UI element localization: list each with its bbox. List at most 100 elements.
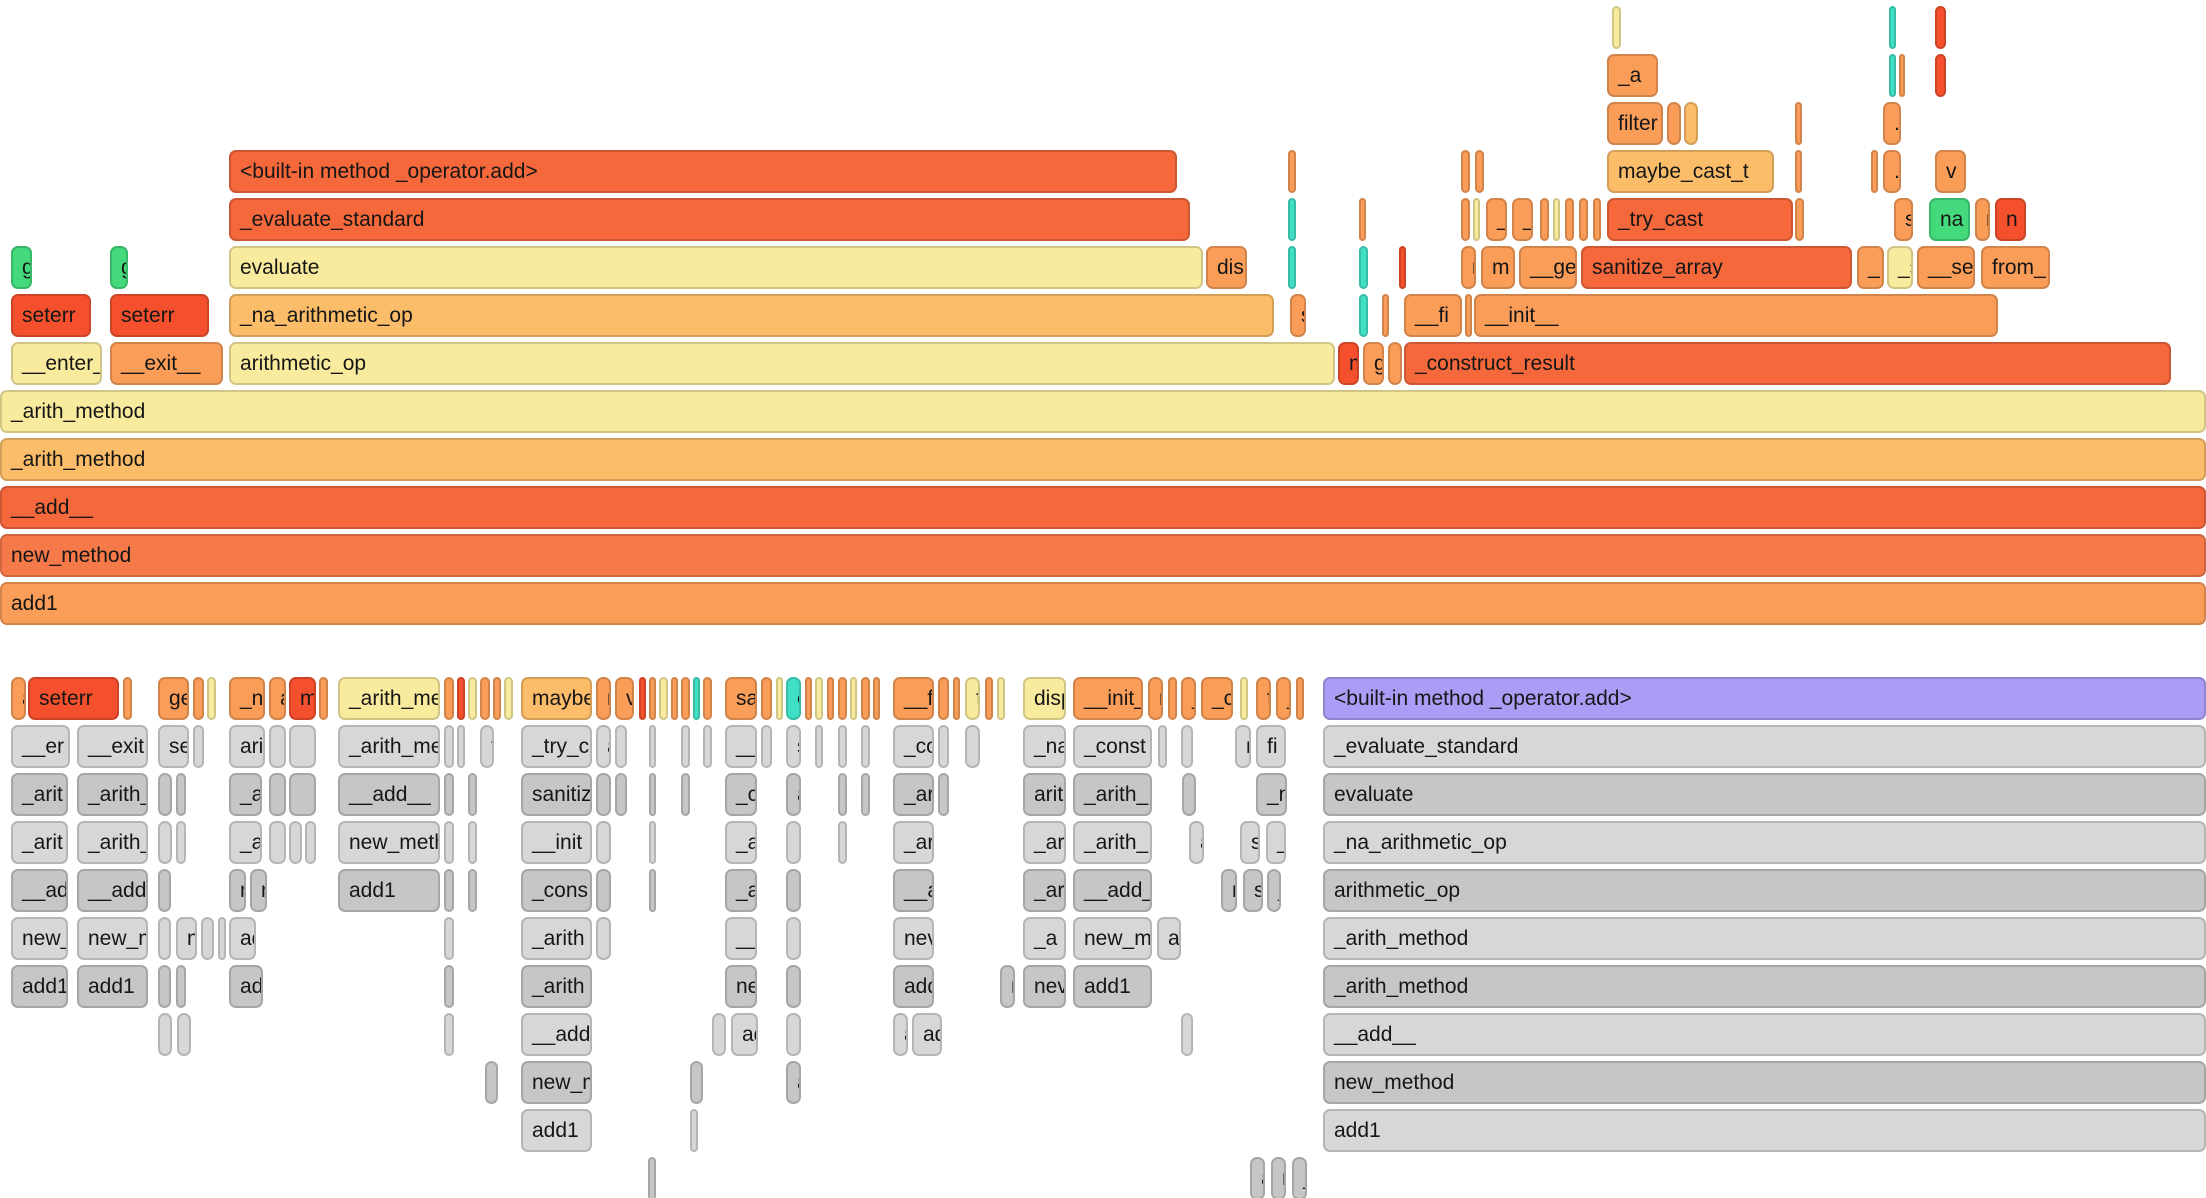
flame-frame[interactable]: a — [893, 1013, 908, 1056]
flame-frame[interactable]: _s — [1887, 246, 1913, 289]
flame-frame[interactable]: a — [269, 677, 286, 720]
flame-frame-sliver[interactable] — [1795, 198, 1804, 241]
flame-frame-sliver[interactable] — [850, 677, 857, 720]
flame-frame[interactable]: n — [1182, 773, 1196, 816]
flame-frame-sliver[interactable] — [649, 821, 656, 864]
flame-frame-sliver[interactable] — [681, 773, 690, 816]
flame-frame[interactable]: _arith_method — [0, 438, 2206, 481]
flame-frame-sliver[interactable] — [207, 677, 216, 720]
flame-frame-sliver[interactable] — [1288, 198, 1296, 241]
flame-frame-sliver[interactable] — [827, 677, 834, 720]
flame-frame[interactable]: _ — [1512, 198, 1533, 241]
flame-frame-sliver[interactable] — [1359, 246, 1368, 289]
flame-frame-sliver[interactable] — [289, 821, 302, 864]
flame-frame-sliver[interactable] — [1461, 150, 1470, 193]
flame-frame[interactable]: new_method — [0, 534, 2206, 577]
flame-frame[interactable]: e — [786, 677, 801, 720]
flame-frame-sliver[interactable] — [1540, 198, 1549, 241]
flame-frame-sliver[interactable] — [985, 677, 993, 720]
flame-frame[interactable]: fi — [1256, 725, 1286, 768]
flame-frame[interactable]: _try_cast — [1607, 198, 1793, 241]
flame-frame-sliver[interactable] — [468, 869, 477, 912]
flame-frame[interactable]: ne — [176, 917, 197, 960]
flame-frame[interactable]: . — [938, 677, 949, 720]
flame-frame[interactable]: a — [690, 1061, 703, 1104]
flame-frame-sliver[interactable] — [1684, 102, 1698, 145]
flame-frame[interactable]: evaluate — [229, 246, 1203, 289]
flame-frame-sliver[interactable] — [444, 821, 454, 864]
flame-frame[interactable]: _ — [1292, 1157, 1307, 1198]
flame-frame[interactable]: na — [1929, 198, 1970, 241]
flame-frame[interactable]: _ — [1181, 1013, 1193, 1056]
flame-frame-sliver[interactable] — [1240, 677, 1248, 720]
flame-frame-sliver[interactable] — [861, 725, 870, 768]
flame-frame-sliver[interactable] — [681, 677, 690, 720]
flame-frame[interactable]: _try_c — [521, 725, 592, 768]
flame-frame-sliver[interactable] — [1288, 246, 1296, 289]
flame-frame[interactable]: s — [1240, 821, 1260, 864]
flame-frame[interactable]: a — [786, 773, 801, 816]
flame-frame[interactable]: m — [289, 677, 316, 720]
flame-frame-sliver[interactable] — [468, 821, 477, 864]
flame-frame-sliver[interactable] — [444, 1013, 454, 1056]
flame-frame[interactable]: _a — [725, 869, 757, 912]
flame-frame[interactable]: _arith — [521, 965, 592, 1008]
flame-frame[interactable]: nev — [1023, 965, 1066, 1008]
flame-frame-sliver[interactable] — [649, 773, 656, 816]
flame-frame[interactable]: _arit — [11, 773, 68, 816]
flame-frame-sliver[interactable] — [480, 677, 490, 720]
flame-frame-sliver[interactable] — [615, 773, 627, 816]
flame-frame[interactable]: __ — [725, 917, 757, 960]
flame-frame-sliver[interactable] — [444, 773, 454, 816]
flame-frame[interactable]: _na_arithmetic_op — [229, 294, 1274, 337]
flame-frame-sliver[interactable] — [838, 821, 847, 864]
flame-frame-sliver[interactable] — [468, 677, 477, 720]
flame-frame-sliver[interactable] — [648, 1157, 656, 1198]
flame-frame-sliver[interactable] — [690, 1109, 698, 1152]
flame-frame-sliver[interactable] — [1935, 6, 1946, 49]
flame-frame-sliver[interactable] — [1795, 150, 1802, 193]
flame-frame[interactable]: a — [596, 725, 611, 768]
flame-frame[interactable]: maybe — [521, 677, 592, 720]
flame-frame[interactable]: new_meth — [338, 821, 440, 864]
flame-frame-sliver[interactable] — [289, 725, 316, 768]
flame-frame[interactable]: . — [1883, 150, 1901, 193]
flame-frame[interactable]: _ — [1267, 869, 1281, 912]
flame-frame-sliver[interactable] — [218, 917, 226, 960]
flame-frame[interactable]: _ar — [1023, 821, 1066, 864]
flame-frame[interactable]: a — [485, 1061, 498, 1104]
flame-frame[interactable]: _a — [229, 773, 262, 816]
flame-frame[interactable]: add1 — [521, 1109, 592, 1152]
flame-frame-sliver[interactable] — [444, 677, 454, 720]
flame-frame[interactable]: a — [786, 1061, 801, 1104]
flame-frame[interactable]: . — [761, 677, 772, 720]
flame-frame[interactable]: r — [158, 965, 171, 1008]
flame-frame[interactable]: seterr — [110, 294, 209, 337]
flame-frame-sliver[interactable] — [444, 725, 454, 768]
flame-frame[interactable]: from_ — [1981, 246, 2050, 289]
flame-frame[interactable]: r — [1975, 198, 1990, 241]
flame-frame[interactable]: __add__ — [338, 773, 440, 816]
flame-frame[interactable]: v — [1935, 150, 1966, 193]
flame-frame[interactable]: _ — [1181, 677, 1196, 720]
flame-frame[interactable]: __add__ — [0, 486, 2206, 529]
flame-frame[interactable]: _arit — [11, 821, 68, 864]
flame-frame-sliver[interactable] — [671, 677, 678, 720]
flame-frame-sliver[interactable] — [158, 773, 172, 816]
flame-frame[interactable]: ad — [229, 965, 263, 1008]
flame-frame[interactable]: add — [893, 965, 934, 1008]
flame-frame[interactable]: <built-in method _operator.add> — [229, 150, 1177, 193]
flame-frame-sliver[interactable] — [786, 869, 801, 912]
flame-frame[interactable]: a — [177, 1013, 191, 1056]
flame-frame[interactable]: _n — [229, 677, 265, 720]
flame-frame[interactable]: ge — [158, 677, 189, 720]
flame-frame[interactable]: new_m — [77, 917, 148, 960]
flame-frame-sliver[interactable] — [703, 677, 712, 720]
flame-frame-sliver[interactable] — [193, 725, 204, 768]
flame-frame-sliver[interactable] — [1889, 54, 1896, 97]
flame-frame-sliver[interactable] — [639, 677, 646, 720]
flame-frame[interactable]: _a — [229, 821, 262, 864]
flame-frame-sliver[interactable] — [444, 917, 454, 960]
flame-frame[interactable]: ad — [229, 917, 256, 960]
flame-frame-sliver[interactable] — [873, 677, 880, 720]
